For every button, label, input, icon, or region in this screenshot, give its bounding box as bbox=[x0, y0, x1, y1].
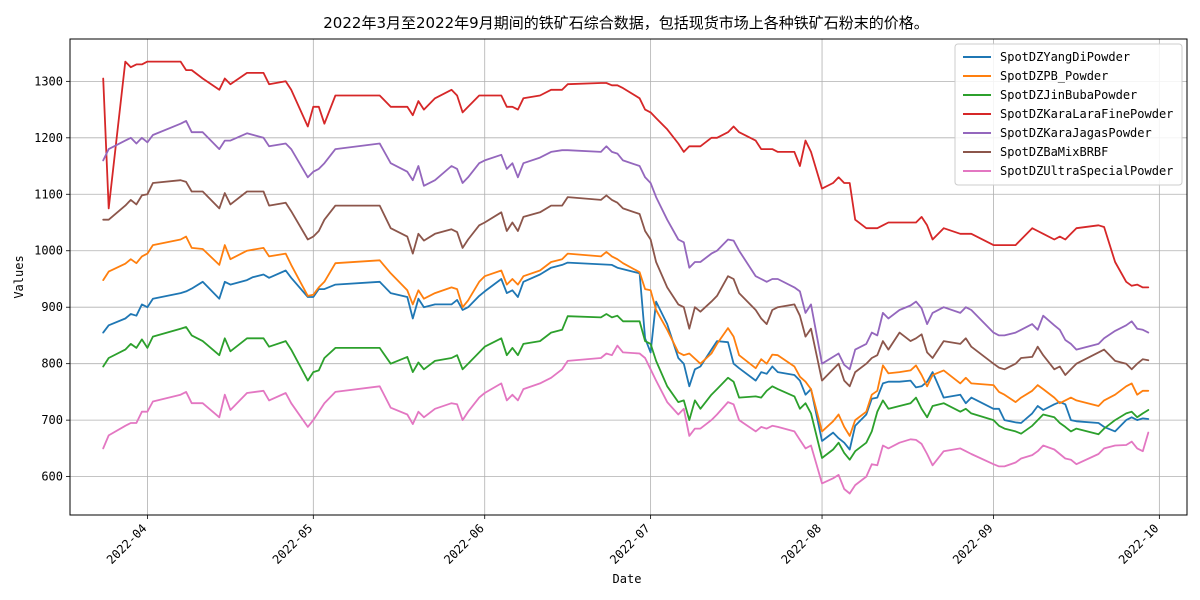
y-tick-label: 1000 bbox=[34, 244, 63, 258]
legend-entry: SpotDZKaraLaraFinePowder bbox=[1000, 107, 1173, 121]
y-tick-label: 1200 bbox=[34, 131, 63, 145]
y-axis-ticks: 600 700 800 900 1000 1100 1200 1300 bbox=[34, 74, 70, 484]
x-axis-label: Date bbox=[613, 572, 642, 586]
series-line-spotdzkaralarafinepowder bbox=[102, 60, 1150, 289]
legend-box bbox=[954, 43, 1183, 186]
y-axis-label: Values bbox=[12, 255, 26, 298]
series-line-spotdzkarajagaspowder bbox=[102, 120, 1150, 371]
series-lines bbox=[102, 60, 1150, 495]
series-line-spotdzbamixbrbf bbox=[102, 179, 1150, 388]
legend-entry: SpotDZPB_Powder bbox=[1000, 69, 1108, 83]
y-tick-label: 1100 bbox=[34, 187, 63, 201]
plot-area-frame bbox=[69, 38, 1188, 516]
legend: SpotDZYangDiPowder SpotDZPB_Powder SpotDZJ… bbox=[954, 43, 1183, 186]
series-line-spotdzyangdipowder bbox=[102, 261, 1150, 451]
y-tick-label: 900 bbox=[41, 300, 63, 314]
y-tick-label: 1300 bbox=[34, 74, 63, 88]
legend-entry: SpotDZKaraJagasPowder bbox=[1000, 126, 1152, 140]
y-tick-label: 800 bbox=[41, 357, 63, 371]
series-line-spotdzjinbubapowder bbox=[102, 313, 1150, 461]
grid-lines bbox=[70, 39, 1187, 515]
chart-title: 2022年3月至2022年9月期间的铁矿石综合数据，包括现货市场上各种铁矿石粉末… bbox=[323, 14, 928, 32]
legend-entry: SpotDZJinBubaPowder bbox=[1000, 88, 1137, 102]
legend-entry: SpotDZBaMixBRBF bbox=[1000, 145, 1108, 159]
legend-entry: SpotDZYangDiPowder bbox=[1000, 50, 1130, 64]
y-tick-label: 600 bbox=[41, 470, 63, 484]
series-line-spotdzpb-powder bbox=[102, 235, 1150, 437]
legend-entry: SpotDZUltraSpecialPowder bbox=[1000, 164, 1173, 178]
y-tick-label: 700 bbox=[41, 413, 63, 427]
series-line-spotdzultraspecialpowder bbox=[102, 344, 1150, 495]
